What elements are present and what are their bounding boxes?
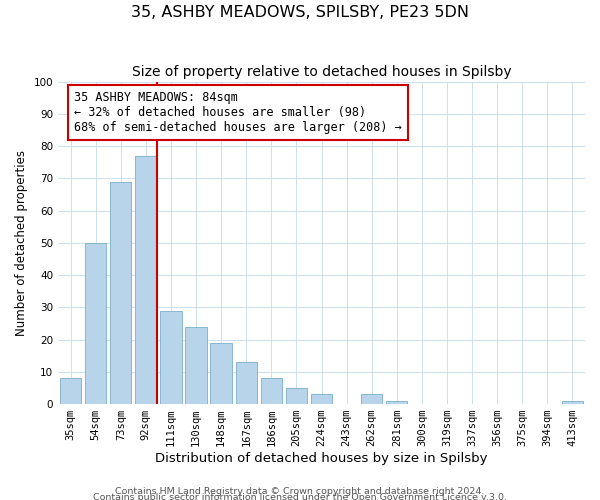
Bar [562, 401, 583, 404]
Bar [211, 343, 232, 404]
Bar [60, 378, 81, 404]
Text: 35, ASHBY MEADOWS, SPILSBY, PE23 5DN: 35, ASHBY MEADOWS, SPILSBY, PE23 5DN [131, 5, 469, 20]
Bar [260, 378, 282, 404]
Text: Contains HM Land Registry data © Crown copyright and database right 2024.: Contains HM Land Registry data © Crown c… [115, 487, 485, 496]
Bar [160, 310, 182, 404]
Bar [85, 243, 106, 404]
Bar [361, 394, 382, 404]
X-axis label: Distribution of detached houses by size in Spilsby: Distribution of detached houses by size … [155, 452, 488, 465]
Bar [386, 401, 407, 404]
Bar [236, 362, 257, 404]
Text: Contains public sector information licensed under the Open Government Licence v.: Contains public sector information licen… [93, 492, 507, 500]
Bar [185, 326, 207, 404]
Bar [135, 156, 157, 404]
Bar [286, 388, 307, 404]
Title: Size of property relative to detached houses in Spilsby: Size of property relative to detached ho… [132, 65, 511, 79]
Bar [311, 394, 332, 404]
Text: 35 ASHBY MEADOWS: 84sqm
← 32% of detached houses are smaller (98)
68% of semi-de: 35 ASHBY MEADOWS: 84sqm ← 32% of detache… [74, 91, 401, 134]
Bar [110, 182, 131, 404]
Y-axis label: Number of detached properties: Number of detached properties [15, 150, 28, 336]
